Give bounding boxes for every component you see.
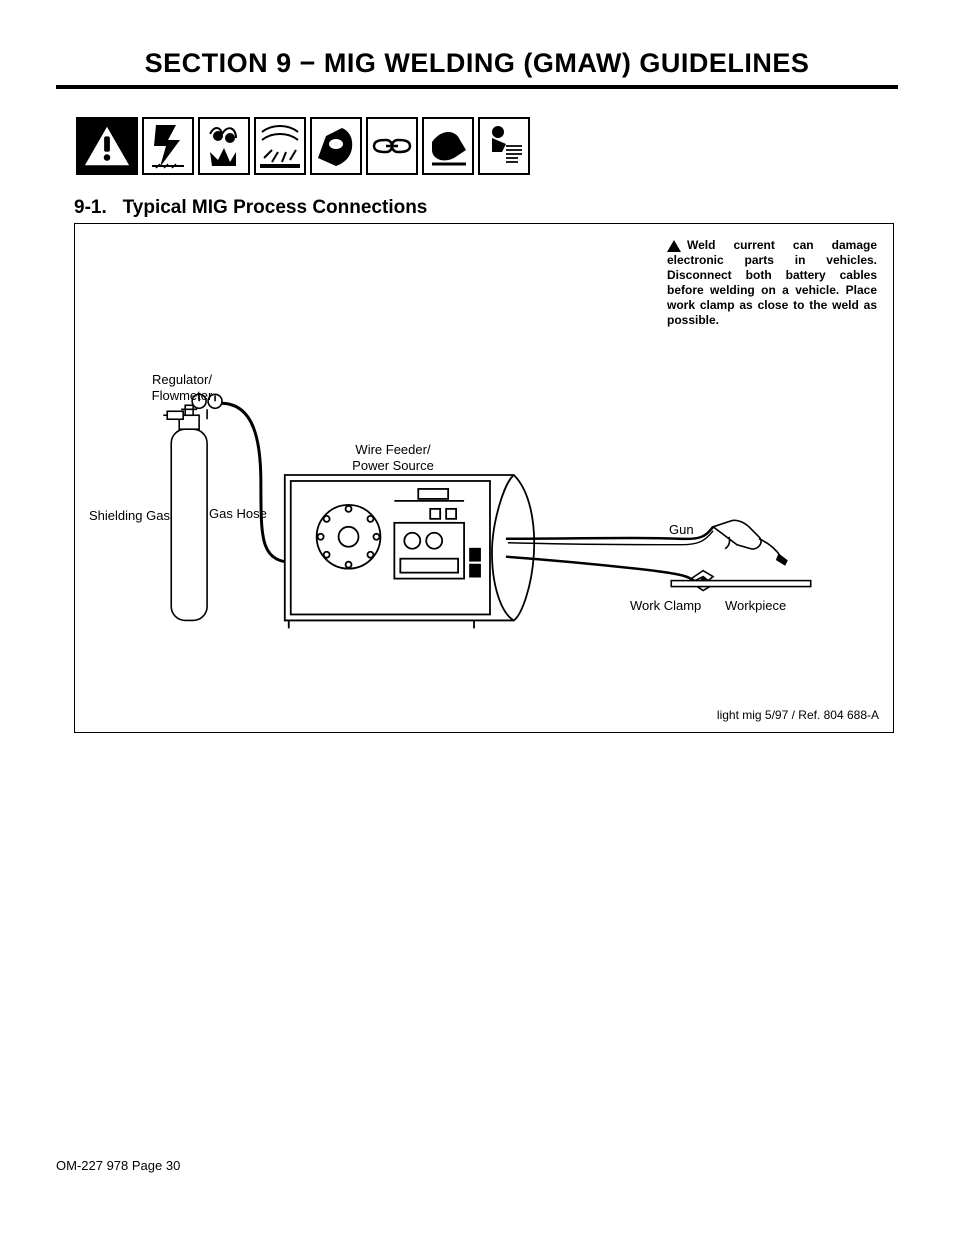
label-gun: Gun — [669, 522, 694, 538]
diagram-frame: Weld current can damage electronic parts… — [74, 223, 894, 733]
warning-triangle-icon — [76, 117, 138, 175]
subsection-heading: 9-1. Typical MIG Process Connections — [74, 197, 898, 219]
hot-parts-icon — [422, 117, 474, 175]
page-footer: OM-227 978 Page 30 — [56, 1158, 180, 1173]
electric-shock-icon — [142, 117, 194, 175]
workpiece — [671, 581, 810, 587]
warning-icon-strip — [76, 117, 898, 175]
face-shield-icon — [310, 117, 362, 175]
label-workpiece: Workpiece — [725, 598, 786, 614]
page: SECTION 9 − MIG WELDING (GMAW) GUIDELINE… — [0, 0, 954, 1235]
subsection-number: 9-1. — [74, 197, 107, 218]
mig-gun — [713, 520, 787, 564]
gas-cylinder — [171, 405, 207, 620]
label-gas-hose: Gas Hose — [209, 506, 267, 522]
section-title: SECTION 9 − MIG WELDING (GMAW) GUIDELINE… — [56, 48, 898, 79]
label-shielding-gas: Shielding Gas — [89, 508, 170, 524]
label-work-clamp: Work Clamp — [630, 598, 701, 614]
read-manual-icon — [478, 117, 530, 175]
label-regulator: Regulator/ Flowmeter — [137, 372, 227, 405]
label-wire-feeder: Wire Feeder/ Power Source — [333, 442, 453, 475]
reference-note: light mig 5/97 / Ref. 804 688-A — [717, 708, 879, 722]
subsection-title: Typical MIG Process Connections — [123, 197, 428, 218]
fumes-sparks-icon — [198, 117, 250, 175]
power-source — [285, 475, 534, 628]
title-rule — [56, 85, 898, 89]
eye-protection-icon — [366, 117, 418, 175]
arc-rays-icon — [254, 117, 306, 175]
connections-diagram — [75, 224, 893, 732]
